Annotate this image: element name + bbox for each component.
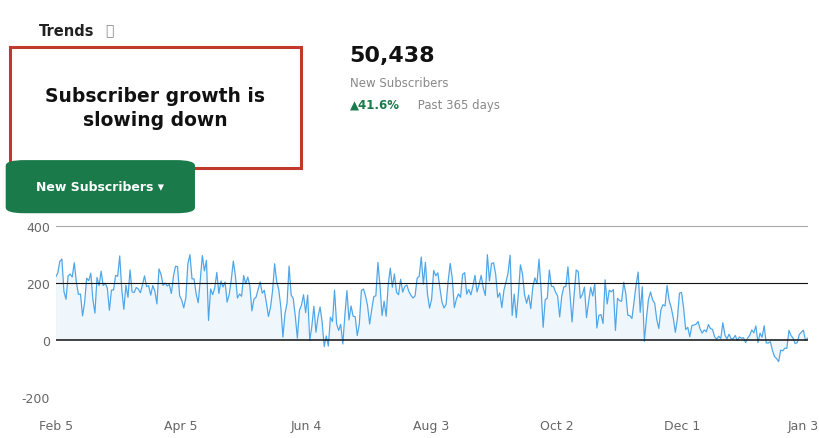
- Text: ⓘ: ⓘ: [105, 24, 113, 38]
- FancyBboxPatch shape: [7, 162, 194, 213]
- Text: New Subscribers: New Subscribers: [350, 77, 448, 90]
- Text: Subscriber growth is
slowing down: Subscriber growth is slowing down: [45, 87, 265, 130]
- Text: 50,438: 50,438: [350, 46, 436, 66]
- Text: Past 365 days: Past 365 days: [414, 99, 500, 112]
- Text: New Subscribers ▾: New Subscribers ▾: [36, 181, 165, 194]
- Text: ▲41.6%: ▲41.6%: [350, 99, 400, 112]
- Text: Trends: Trends: [39, 24, 95, 39]
